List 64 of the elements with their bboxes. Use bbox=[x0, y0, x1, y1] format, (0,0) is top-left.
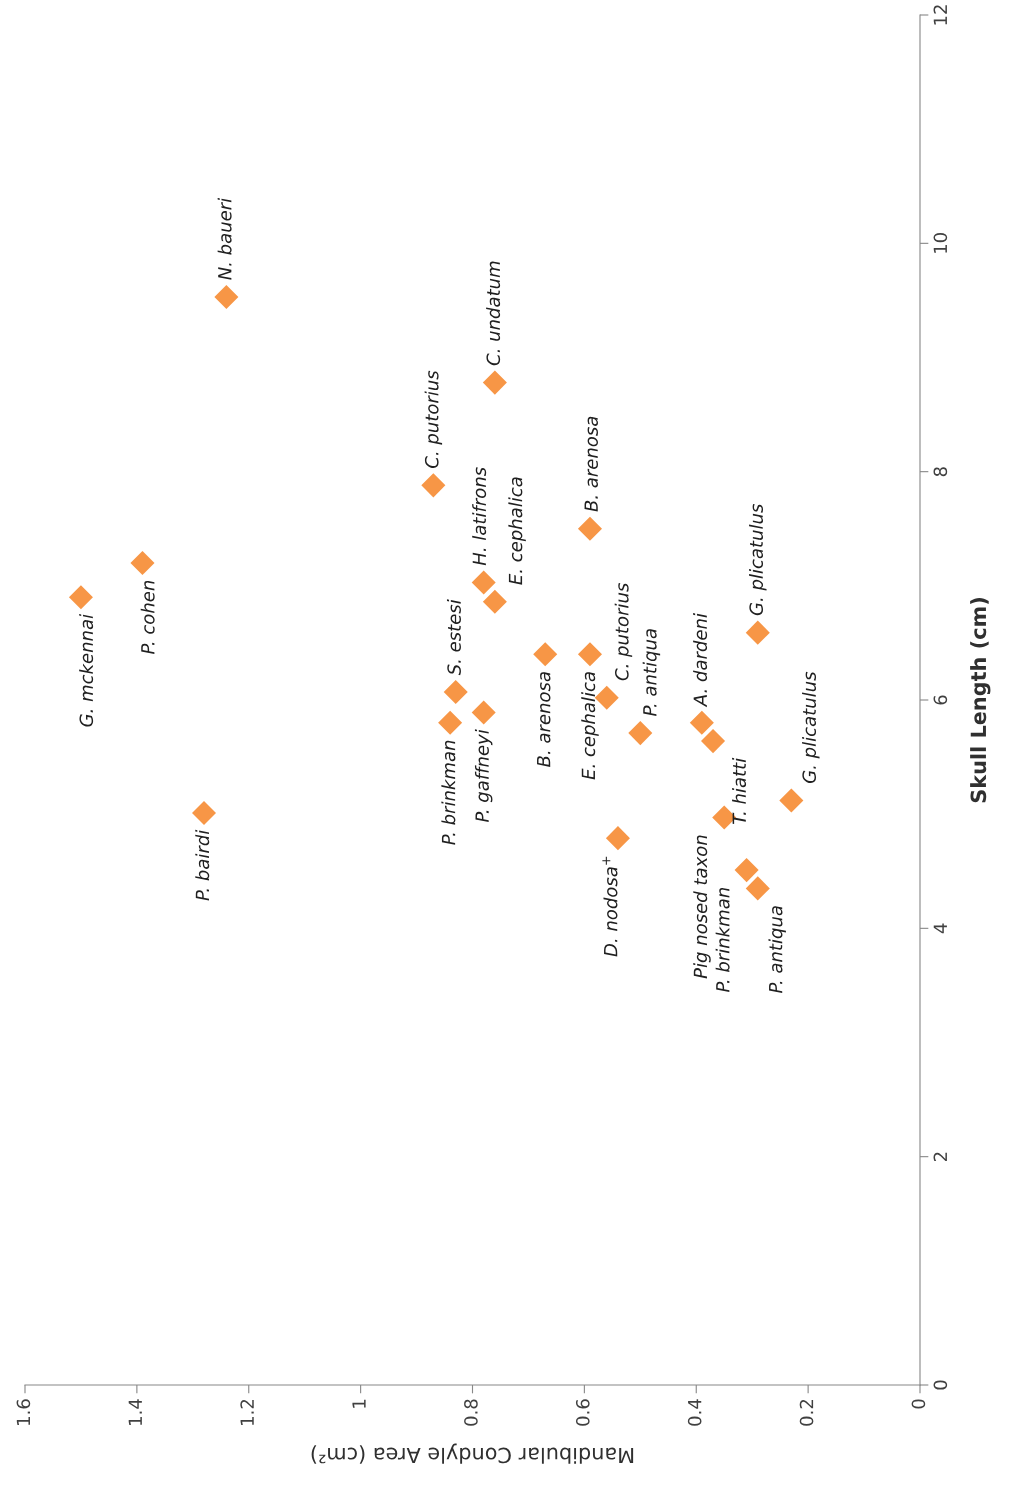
annotation: P. cohen bbox=[140, 580, 155, 655]
point bbox=[438, 710, 463, 735]
y-tick-label: 4 bbox=[933, 923, 947, 934]
y-axis-title: Skull Length (cm) bbox=[970, 598, 991, 803]
annotation: P. bairdi bbox=[195, 829, 210, 901]
y-tick-label: 10 bbox=[933, 233, 948, 253]
point bbox=[191, 801, 217, 826]
point bbox=[482, 370, 507, 395]
y-tick-label: 8 bbox=[933, 467, 948, 477]
x-tick-label: 1.2 bbox=[240, 1400, 254, 1425]
y-tick-label: 2 bbox=[933, 1152, 947, 1162]
annotation: P. brinkman bbox=[715, 887, 730, 993]
annotation: P. brinkman bbox=[441, 740, 456, 845]
x-axis-title: Mandibular Condyle Area (cm²) bbox=[311, 1443, 634, 1464]
annotation: G. plicatulus bbox=[749, 504, 767, 616]
point bbox=[471, 570, 496, 595]
annotation: P. gaffneyi bbox=[474, 729, 493, 823]
annotation: C. putorius bbox=[614, 583, 633, 681]
annotation: D. nodosa$^{+}$ bbox=[602, 856, 618, 957]
point bbox=[533, 642, 558, 667]
point bbox=[471, 700, 496, 725]
point bbox=[745, 876, 770, 901]
x-tick-label: 0.6 bbox=[575, 1399, 590, 1426]
y-tick-label: 0 bbox=[933, 1380, 948, 1390]
point bbox=[68, 585, 93, 610]
x-tick-label: 0.8 bbox=[464, 1399, 478, 1426]
point bbox=[734, 858, 759, 883]
point bbox=[421, 473, 446, 498]
annotation: C. undatum bbox=[486, 261, 501, 366]
annotation: P. antiqua bbox=[642, 629, 661, 716]
y-tick-label: 12 bbox=[933, 5, 947, 25]
annotation: P. antiqua bbox=[768, 906, 786, 994]
annotation: G. plicatulus bbox=[802, 671, 820, 783]
annotation: C. putorius bbox=[424, 370, 443, 468]
point bbox=[130, 550, 155, 576]
annotation: G. mckennai bbox=[79, 614, 94, 727]
point bbox=[214, 284, 239, 310]
point bbox=[745, 620, 770, 645]
annotation: A. dardeni bbox=[693, 613, 708, 708]
y-tick-label: 6 bbox=[933, 695, 948, 705]
point bbox=[779, 788, 804, 813]
annotation: T. hiatti bbox=[732, 757, 747, 825]
annotation: Pig nosed taxon bbox=[693, 835, 711, 979]
annotation: E. cephalica bbox=[508, 477, 526, 585]
annotation: E. cephalica bbox=[581, 672, 599, 780]
x-tick-label: 0.2 bbox=[799, 1400, 814, 1426]
annotation: B. arenosa bbox=[584, 416, 598, 512]
annotation: S. estesi bbox=[446, 599, 461, 676]
point bbox=[605, 826, 630, 851]
x-tick-label: 1.6 bbox=[16, 1399, 31, 1425]
point bbox=[482, 589, 507, 614]
point bbox=[701, 729, 726, 754]
point bbox=[689, 710, 714, 735]
point bbox=[577, 642, 602, 667]
x-tick-label: 0 bbox=[911, 1399, 926, 1409]
point bbox=[577, 516, 602, 541]
point bbox=[443, 679, 468, 705]
x-tick-label: 1 bbox=[352, 1399, 366, 1408]
annotation: N. baueri bbox=[217, 197, 232, 280]
point bbox=[628, 721, 653, 746]
annotation: H. latifrons bbox=[472, 467, 487, 566]
x-tick-label: 1.4 bbox=[128, 1399, 142, 1425]
x-tick-label: 0.4 bbox=[687, 1399, 702, 1426]
annotation: B. arenosa bbox=[537, 672, 551, 767]
